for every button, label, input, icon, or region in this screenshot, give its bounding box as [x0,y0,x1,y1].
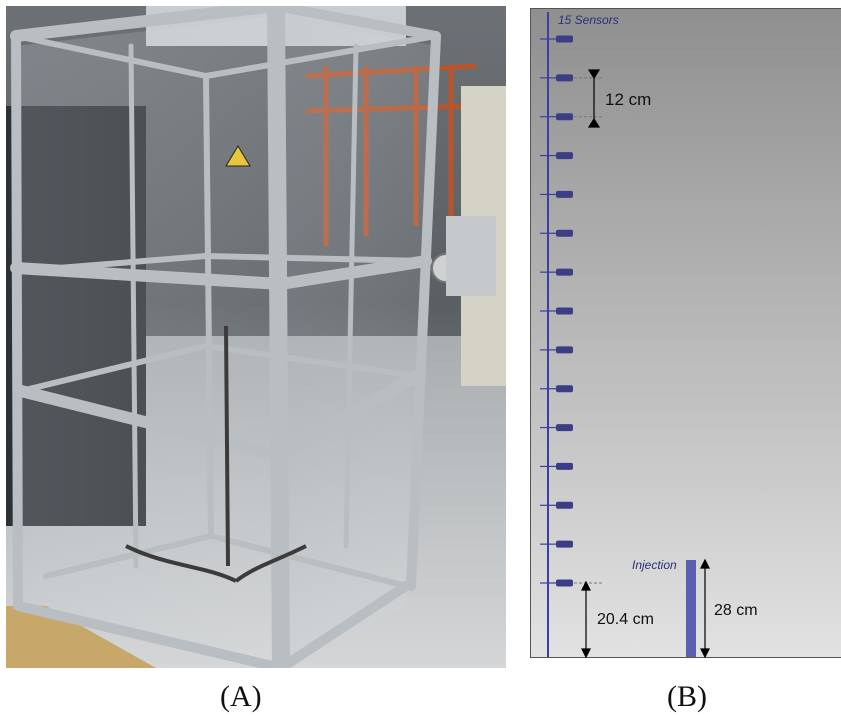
photo-panel [6,6,506,668]
enclosure-photo [6,6,506,668]
injection-label: Injection [632,558,677,572]
sensor [556,579,573,587]
injection-height-arrow-bottom [700,648,710,659]
schematic-background [530,8,841,658]
sensor [556,462,573,470]
spacing-arrow-top [587,69,601,80]
sensor [556,424,573,432]
machine-right [446,216,496,296]
caption-a: (A) [220,680,262,713]
bottom-offset-arrow-bottom [581,648,591,659]
sensor [556,113,573,121]
sensor-schematic-panel: 15 Sensors 12 cm Injection 28 cm 20.4 cm [530,8,841,659]
sensor [556,229,573,237]
glass-pane-left [16,16,276,666]
sensor [556,35,573,43]
bottom-offset-label: 20.4 cm [597,611,654,628]
caption-b: (B) [667,680,707,713]
sensor [556,540,573,548]
aluminium-frame [10,6,441,668]
wooden-pallet [6,606,156,668]
sensor [556,346,573,354]
sensor-group [540,35,604,587]
spacing-dimension [587,69,601,128]
spacing-arrow-bottom [587,117,601,128]
sensor [556,501,573,509]
sensor-cables [125,325,307,583]
sensor [556,307,573,315]
sensor [556,74,573,82]
spacing-label: 12 cm [605,90,651,109]
warning-sign [225,145,251,167]
sensor [556,268,573,276]
sensor [556,385,573,393]
bottom-offset-dimension [581,580,591,659]
sensor [556,190,573,198]
injection-height-arrow-top [700,558,710,569]
glass-pane-right [276,16,436,666]
injection-height-dimension [700,558,710,659]
bottom-offset-arrow-top [581,580,591,591]
injection-height-label: 28 cm [714,602,758,619]
sensor-schematic: 15 Sensors 12 cm Injection 28 cm 20.4 cm [530,8,841,659]
sensors-label: 15 Sensors [558,13,619,27]
sensor [556,152,573,160]
injection-tube [686,560,696,657]
